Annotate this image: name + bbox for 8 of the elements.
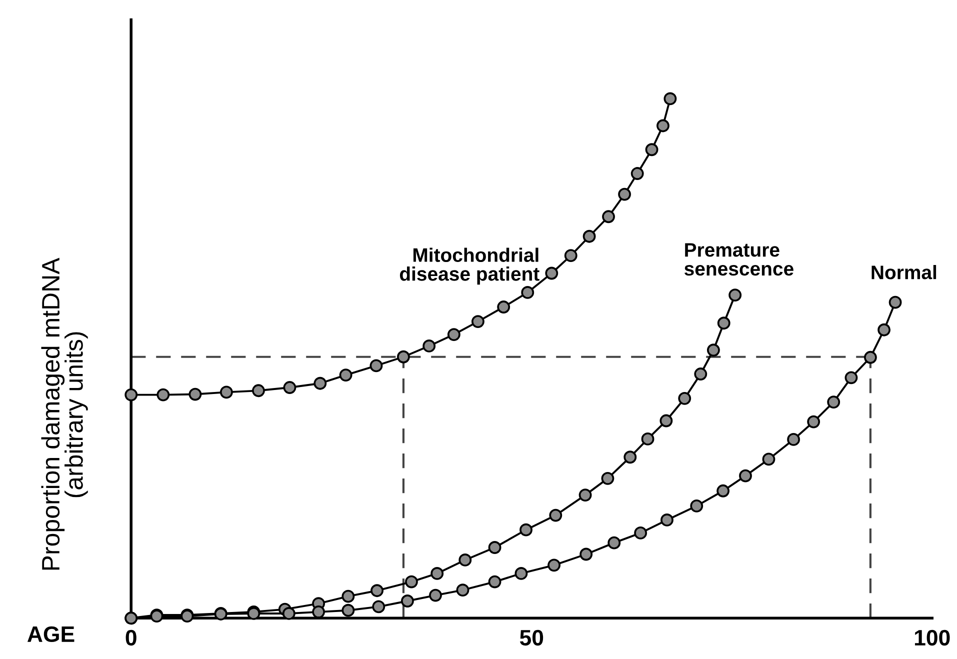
- series-label: Premature senescence: [684, 243, 794, 276]
- x-tick-label: 50: [520, 630, 544, 646]
- x-tick-label: 0: [126, 630, 136, 646]
- series-label: Mitochondrial disease patient: [400, 248, 540, 285]
- series-label: Normal: [872, 264, 936, 280]
- y-axis-title: Proportion damaged mtDNA (arbitrary units): [41, 258, 88, 570]
- x-tick-label: 100: [914, 630, 950, 646]
- x-axis-title: AGE: [27, 626, 74, 642]
